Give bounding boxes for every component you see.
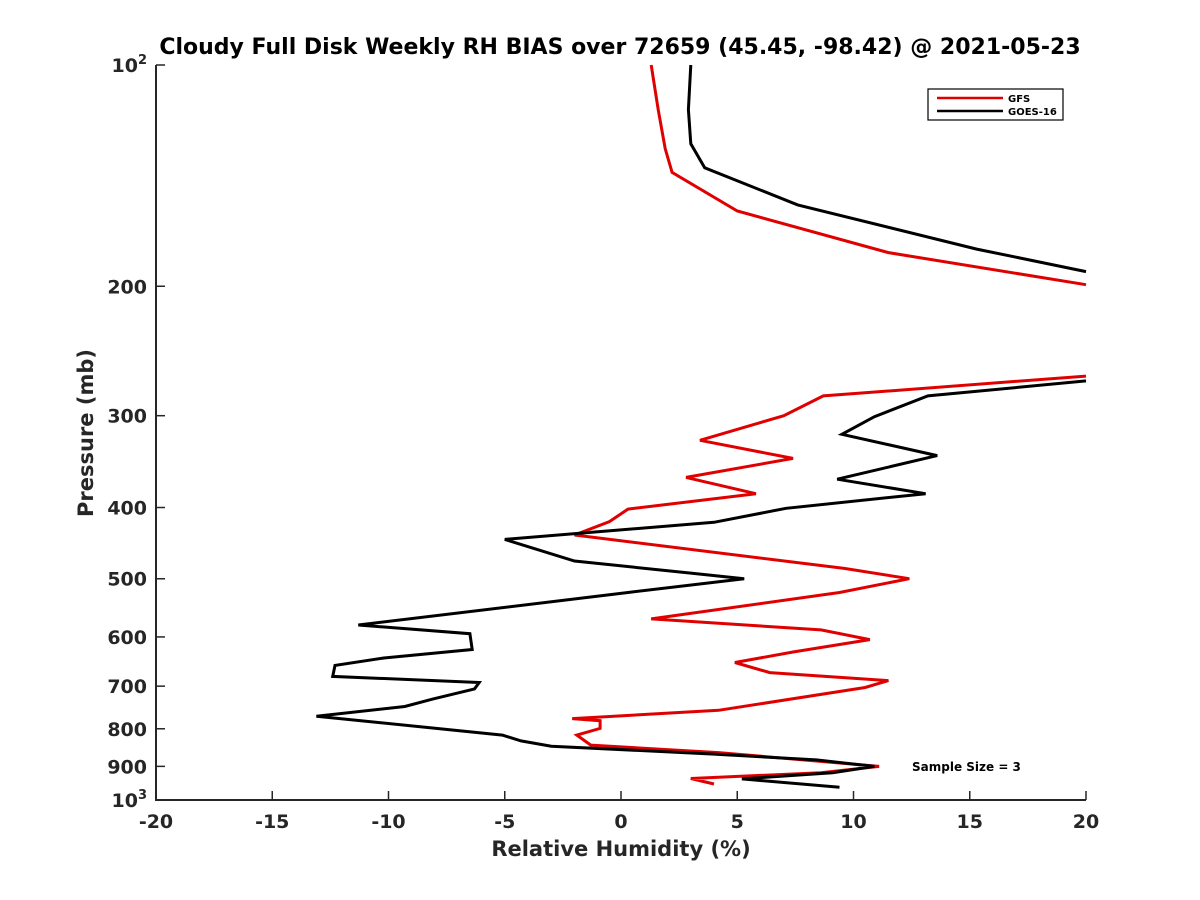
series-line-segment xyxy=(686,64,1087,274)
y-axis-label: Pressure (mb) xyxy=(74,349,98,517)
series-line-segment xyxy=(649,64,1087,287)
legend-label: GFS xyxy=(1008,94,1030,105)
x-axis-label: Relative Humidity (%) xyxy=(491,837,750,861)
x-tick-label: -15 xyxy=(255,811,289,833)
series-line-segment xyxy=(316,379,1087,789)
series-line-segment xyxy=(572,374,1087,786)
x-tick-label: 0 xyxy=(614,811,627,833)
y-tick-label: 500 xyxy=(107,569,147,591)
legend: GFS GOES-16 xyxy=(927,88,1064,121)
sample-size-annotation: Sample Size = 3 xyxy=(912,760,1021,774)
x-tick-label: 10 xyxy=(840,811,866,833)
x-tick-label: -10 xyxy=(371,811,405,833)
chart-title: Cloudy Full Disk Weekly RH BIAS over 726… xyxy=(159,35,1080,60)
axes: -20 -15 -10 -5 0 5 10 15 20 102 200 300 400 500 600 700… xyxy=(107,53,1099,833)
y-tick-label: 800 xyxy=(107,719,147,741)
series-goes-16 xyxy=(316,64,1087,789)
legend-label: GOES-16 xyxy=(1008,107,1057,118)
x-tick-label: -5 xyxy=(494,811,515,833)
x-tick-label: -20 xyxy=(139,811,173,833)
y-tick-label: 300 xyxy=(107,406,147,428)
y-tick-label: 600 xyxy=(107,627,147,649)
y-tick-label: 102 xyxy=(112,53,148,77)
y-tick-label: 400 xyxy=(107,498,147,520)
x-tick-label: 5 xyxy=(731,811,744,833)
y-tick-label: 700 xyxy=(107,676,147,698)
y-tick-label: 200 xyxy=(107,276,147,298)
series-layer xyxy=(316,64,1087,789)
legend-box xyxy=(927,88,1064,121)
x-tick-label: 15 xyxy=(957,811,983,833)
y-tick-label: 900 xyxy=(107,756,147,778)
y-tick-label: 103 xyxy=(112,788,148,812)
series-gfs xyxy=(572,64,1087,786)
x-tick-label: 20 xyxy=(1073,811,1099,833)
